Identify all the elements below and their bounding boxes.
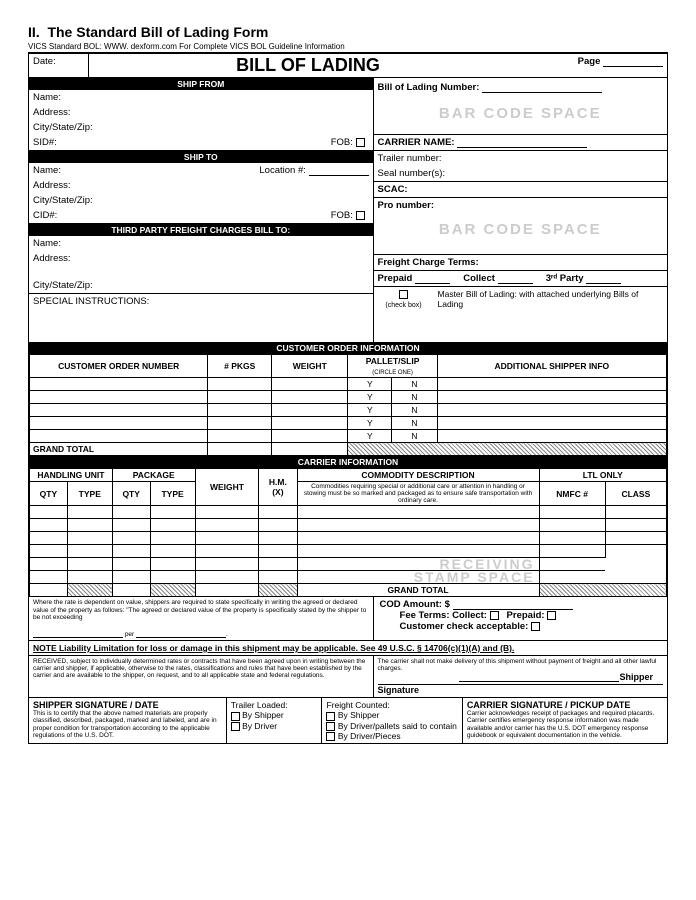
st-name: Name: (29, 163, 255, 178)
checkbox-icon[interactable] (356, 138, 365, 147)
cod-box: COD Amount: $ Fee Terms: Collect: Prepai… (374, 597, 667, 640)
st-address: Address: (29, 178, 373, 193)
master-bol: Master Bill of Lading: with attached und… (434, 287, 667, 311)
st-location: Location #: (255, 163, 372, 178)
sf-address: Address: (29, 105, 373, 120)
shipper-sig-box: SHIPPER SIGNATURE / DATE This is to cert… (29, 698, 227, 743)
customer-order-table: CUSTOMER ORDER NUMBER # PKGS WEIGHT PALL… (29, 354, 667, 456)
trailer-number: Trailer number: (374, 151, 667, 166)
freight-terms-options: Prepaid Collect 3ʳᵈ Party (374, 271, 667, 287)
carrier-name: CARRIER NAME: (374, 135, 667, 151)
st-csz: City/State/Zip: (29, 193, 373, 208)
carrier-info-header: CARRIER INFORMATION (29, 456, 667, 468)
section-title: II. The Standard Bill of Lading Form (28, 24, 668, 40)
rate-note: Where the rate is dependent on value, sh… (29, 597, 374, 640)
sf-fob: FOB: (327, 135, 373, 150)
checkbox-icon[interactable] (231, 712, 240, 721)
checkbox-icon[interactable] (326, 732, 335, 741)
customer-order-header: CUSTOMER ORDER INFORMATION (29, 342, 667, 354)
page-label: Page (527, 54, 667, 77)
tp-name: Name: (29, 236, 373, 251)
carrier-sig-box: CARRIER SIGNATURE / PICKUP DATE Carrier … (463, 698, 667, 743)
checkbox-icon[interactable] (356, 211, 365, 220)
main-title: BILL OF LADING (89, 54, 527, 77)
checkbox-icon[interactable] (490, 611, 499, 620)
subtitle: VICS Standard BOL: WWW. dexform.com For … (28, 42, 668, 53)
trailer-loaded-box: Trailer Loaded: By Shipper By Driver (227, 698, 323, 743)
special-instructions: SPECIAL INSTRUCTIONS: (29, 294, 373, 342)
date-label: Date: (29, 54, 89, 77)
freight-terms: Freight Charge Terms: (374, 255, 667, 271)
third-party-header: THIRD PARTY FREIGHT CHARGES BILL TO: (29, 224, 373, 236)
carrier-delivery-note: The carrier shall not make delivery of t… (378, 658, 663, 672)
ship-from-header: SHIP FROM (29, 78, 373, 90)
checkbox-icon[interactable] (547, 611, 556, 620)
seal-number: Seal number(s): (374, 166, 667, 182)
sf-name: Name: (29, 90, 373, 105)
bol-number: Bill of Lading Number: (374, 78, 667, 95)
ship-to-header: SHIP TO (29, 151, 373, 163)
checkbox-icon[interactable] (326, 712, 335, 721)
freight-counted-box: Freight Counted: By Shipper By Driver/pa… (322, 698, 462, 743)
checkbox-icon[interactable] (399, 290, 408, 299)
st-fob: FOB: (327, 208, 373, 223)
scac: SCAC: (374, 182, 667, 198)
tp-csz: City/State/Zip: (29, 278, 373, 294)
carrier-info-table: HANDLING UNIT PACKAGE WEIGHT H.M. (X) CO… (29, 468, 667, 597)
sf-sid: SID#: (29, 135, 327, 150)
st-cid: CID#: (29, 208, 327, 223)
liability-note: NOTE Liability Limitation for loss or da… (29, 641, 667, 656)
barcode-space-2: BAR CODE SPACE (374, 213, 667, 255)
stamp-watermark: STAMP SPACE (414, 569, 535, 585)
pro-number: Pro number: (374, 198, 667, 213)
checkbox-label: (check box) (385, 302, 421, 309)
sf-csz: City/State/Zip: (29, 120, 373, 135)
checkbox-icon[interactable] (231, 722, 240, 731)
received-note: RECEIVED, subject to individually determ… (29, 656, 374, 697)
barcode-space: BAR CODE SPACE (374, 95, 667, 135)
checkbox-icon[interactable] (326, 722, 335, 731)
tp-address: Address: (29, 251, 373, 266)
checkbox-icon[interactable] (531, 622, 540, 631)
